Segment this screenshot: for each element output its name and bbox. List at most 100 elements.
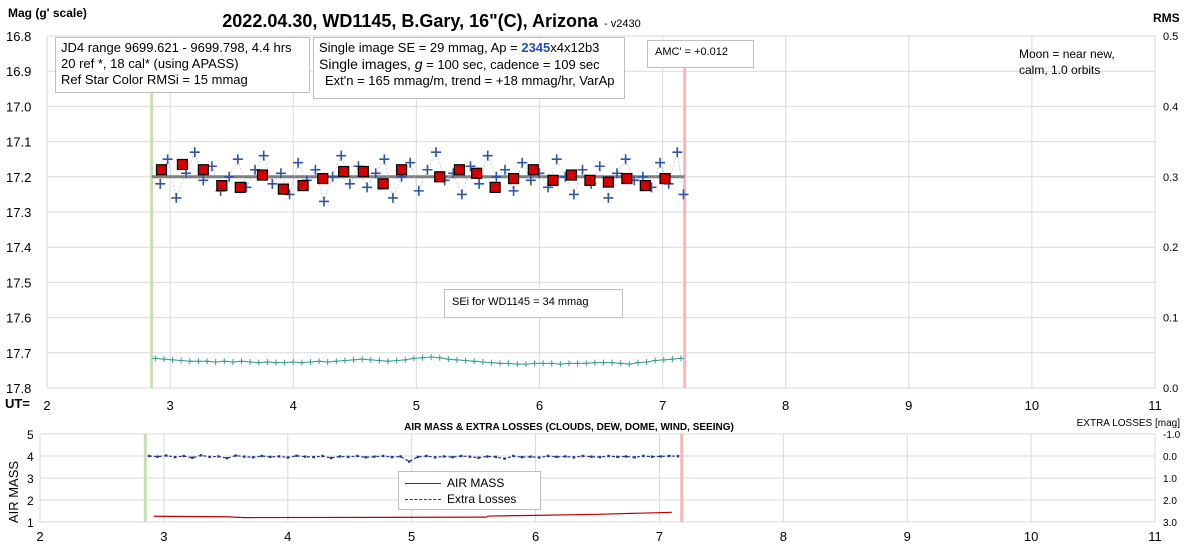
rms-point xyxy=(178,357,185,364)
binned-point xyxy=(639,180,651,192)
y-axis-left-label: Mag (g' scale) xyxy=(8,6,87,20)
y-axis-right-label: RMS xyxy=(1153,11,1180,25)
rms-point xyxy=(540,360,547,367)
x-axis-label: UT= xyxy=(5,396,30,411)
extra-losses-point xyxy=(390,455,394,459)
bottom-x-tick-label: 7 xyxy=(656,529,663,544)
data-point xyxy=(482,150,493,161)
rms-point xyxy=(643,358,650,365)
top-y-tick-label: 17.5 xyxy=(6,275,31,290)
top-y-tick-label: 17.4 xyxy=(6,240,31,255)
extra-losses-point xyxy=(399,455,402,458)
rms-point xyxy=(229,358,236,365)
binned-point xyxy=(277,183,289,195)
data-point xyxy=(344,178,355,189)
data-point xyxy=(162,154,173,165)
extra-losses-point xyxy=(165,454,168,457)
extra-losses-point xyxy=(494,455,498,459)
bottom-x-tick-label: 10 xyxy=(1024,529,1038,544)
data-point xyxy=(362,182,373,193)
chart-title: 2022.04.30, WD1145, B.Gary, 16"(C), Ariz… xyxy=(222,11,599,31)
data-point xyxy=(224,171,235,182)
extra-losses-point xyxy=(546,454,550,458)
bottom-x-tick-label: 11 xyxy=(1148,529,1162,544)
aperture-suffix: x4x12b3 xyxy=(550,40,600,55)
legend-label-air-mass: AIR MASS xyxy=(447,476,505,490)
data-point xyxy=(431,147,442,158)
data-point xyxy=(310,164,321,175)
binned-point xyxy=(584,174,596,186)
rms-point xyxy=(678,355,685,362)
extra-losses-point xyxy=(312,455,315,459)
extra-losses-point xyxy=(555,455,558,459)
info-line-2: 20 ref *, 18 cal* (using APASS) xyxy=(61,56,239,71)
rms-point xyxy=(514,361,521,368)
info-line-1: JD4 range 9699.621 - 9699.798, 4.4 hrs xyxy=(61,40,292,55)
rms-point xyxy=(186,358,193,365)
rms-point xyxy=(479,358,486,365)
extra-losses-point xyxy=(217,455,220,458)
extra-losses-point xyxy=(295,454,298,457)
rms-point xyxy=(221,358,228,365)
extra-losses-point xyxy=(355,454,359,458)
data-point xyxy=(275,168,286,179)
top-x-tick-label: 10 xyxy=(1025,398,1039,413)
extra-losses-point xyxy=(243,455,246,458)
data-point xyxy=(336,150,347,161)
bottom-y-tick-label: 2 xyxy=(27,494,34,508)
extra-losses-point xyxy=(590,455,593,458)
data-point xyxy=(491,171,502,182)
extra-losses-point xyxy=(407,460,411,463)
filter-g: g xyxy=(414,56,423,72)
data-point xyxy=(267,178,278,189)
top-x-tick-label: 9 xyxy=(905,398,912,413)
data-point xyxy=(517,157,528,168)
bottom-y-tick-label: 5 xyxy=(27,428,34,442)
extra-losses-point xyxy=(173,455,177,459)
rms-point xyxy=(548,360,555,367)
rms-point xyxy=(522,361,529,368)
extra-losses-point xyxy=(329,456,333,460)
rms-point xyxy=(169,356,176,363)
rms-point xyxy=(462,357,469,364)
top-x-tick-label: 3 xyxy=(166,398,173,413)
rms-point xyxy=(410,355,417,362)
extra-losses-point xyxy=(538,456,541,459)
binned-point xyxy=(234,181,246,193)
data-point xyxy=(612,168,623,179)
bottom-x-tick-label: 6 xyxy=(532,529,539,544)
binned-point xyxy=(471,167,483,179)
moon-note: Moon = near new, calm, 1.0 orbits xyxy=(1019,46,1139,78)
binned-point xyxy=(395,164,408,176)
extra-losses-point xyxy=(442,455,446,458)
legend-swatch-air-mass xyxy=(405,483,441,485)
bottom-y-tick-label: 1 xyxy=(27,516,34,530)
data-connector-line xyxy=(159,151,684,203)
binned-point xyxy=(621,172,633,185)
data-point xyxy=(387,192,398,203)
legend-item-air-mass: AIR MASS xyxy=(405,475,540,491)
top-y-tick-label: 16.9 xyxy=(6,64,31,79)
rms-point xyxy=(255,359,262,366)
rms-point xyxy=(531,360,538,367)
extra-losses-point xyxy=(451,455,454,459)
top-y-tick-label: 17.3 xyxy=(6,205,31,220)
rms-point xyxy=(160,356,167,363)
binned-point xyxy=(547,174,559,186)
moon-line-1: Moon = near new, xyxy=(1019,47,1115,61)
data-point xyxy=(379,154,390,165)
bottom-y-right-tick-label: 3.0 xyxy=(1163,518,1177,529)
extra-losses-point xyxy=(434,456,437,459)
extra-losses-point xyxy=(269,455,272,459)
rms-point xyxy=(471,358,478,365)
bottom-x-tick-label: 8 xyxy=(780,529,787,544)
binned-point xyxy=(453,164,466,176)
cadence-text: = 100 sec, cadence = 109 sec xyxy=(422,57,600,72)
rms-point xyxy=(497,360,504,367)
extra-losses-point xyxy=(598,455,602,459)
data-point xyxy=(655,157,666,168)
extra-losses-point xyxy=(416,455,420,459)
extra-losses-point xyxy=(208,455,211,459)
rms-point xyxy=(436,354,443,361)
